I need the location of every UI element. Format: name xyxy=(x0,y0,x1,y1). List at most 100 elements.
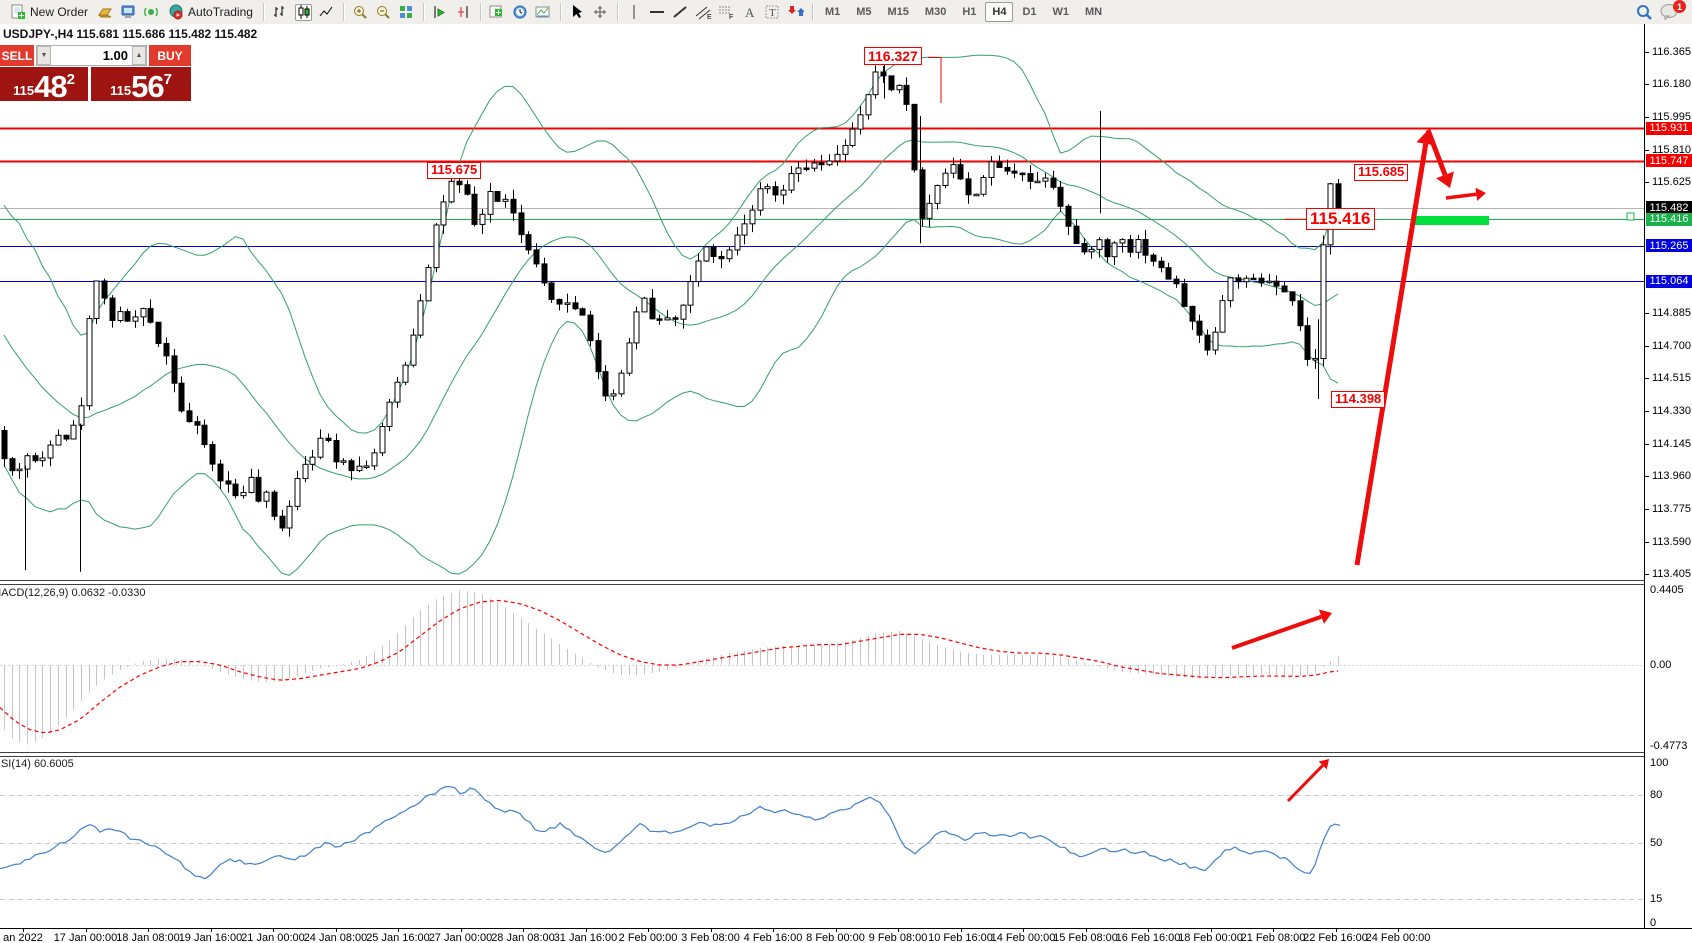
rsi-axis-label: 0 xyxy=(1650,917,1657,929)
price-annotation[interactable]: 115.416 xyxy=(1306,208,1375,230)
time-tick: 2 Feb 00:00 xyxy=(618,932,678,943)
price-tick: 116.365 xyxy=(1652,45,1691,58)
price-tick: 114.885 xyxy=(1652,307,1691,320)
macd-axis-label: 0.4405 xyxy=(1650,583,1684,596)
toolbar: New Order AutoTrading xyxy=(0,0,1692,25)
sell-price-panel[interactable]: 115 48 2 xyxy=(0,67,88,102)
crosshair-icon[interactable] xyxy=(592,4,609,21)
timeframe-MN[interactable]: MN xyxy=(1085,6,1103,18)
signals-icon[interactable] xyxy=(142,4,159,21)
price-tick: 115.625 xyxy=(1652,176,1691,189)
rsi-axis-label: 50 xyxy=(1650,837,1663,849)
line-chart-icon[interactable] xyxy=(318,4,335,21)
timeframe-H4[interactable]: H4 xyxy=(985,2,1014,22)
bar-chart-icon[interactable] xyxy=(272,4,289,21)
fibonacci-icon[interactable]: F xyxy=(718,4,735,21)
rsi-label: RSI(14) 60.6005 xyxy=(0,758,74,770)
price-tick: 115.995 xyxy=(1652,111,1691,124)
rsi-axis-label: 100 xyxy=(1650,757,1669,769)
notification-count: 1 xyxy=(1673,0,1686,13)
buy-button[interactable]: BUY xyxy=(147,45,191,66)
candlestick-chart-icon[interactable] xyxy=(294,3,312,21)
price-annotation[interactable]: 115.685 xyxy=(1354,164,1409,181)
time-axis[interactable]: an 2022 17 Jan 00:00 18 Jan 08:00 19 Jan 16… xyxy=(0,928,1692,943)
buy-price-big: 56 xyxy=(131,68,164,104)
timeframe-M15[interactable]: M15 xyxy=(887,6,909,18)
auto-scroll-icon[interactable] xyxy=(432,4,449,21)
rsi-panel[interactable] xyxy=(0,755,1644,928)
notification-icon[interactable]: 1 xyxy=(1660,0,1686,21)
timeframe-M5[interactable]: M5 xyxy=(856,6,872,18)
volume-input[interactable] xyxy=(51,46,132,65)
macd-panel[interactable] xyxy=(0,584,1644,753)
periods-clock-icon[interactable] xyxy=(512,4,529,21)
price-tick: 114.700 xyxy=(1652,339,1691,352)
time-tick: 24 Feb 00:00 xyxy=(1365,932,1431,943)
price-chart[interactable] xyxy=(0,24,1644,582)
time-tick: an 2022 xyxy=(3,932,43,943)
text-icon[interactable]: A xyxy=(741,4,758,21)
price-axis[interactable]: 116.365 116.180 115.995 115.810 115.625 114.8… xyxy=(1644,24,1692,929)
sell-price-pip: 2 xyxy=(66,71,75,88)
zoom-out-icon[interactable] xyxy=(375,4,392,21)
chart-shift-icon[interactable] xyxy=(455,4,472,21)
text-label-icon[interactable]: T xyxy=(764,4,781,21)
time-tick: 3 Feb 08:00 xyxy=(681,932,740,943)
cursor-icon[interactable] xyxy=(569,4,586,21)
timeframe-D1[interactable]: D1 xyxy=(1022,6,1037,18)
zoom-in-icon[interactable] xyxy=(352,4,369,21)
new-chart-icon[interactable] xyxy=(489,4,506,21)
time-tick: 27 Jan 00:00 xyxy=(428,932,493,943)
tile-windows-icon[interactable] xyxy=(398,4,415,21)
time-tick: 17 Jan 00:00 xyxy=(53,932,118,943)
svg-text:T: T xyxy=(769,7,776,19)
trendline-icon[interactable] xyxy=(672,4,689,21)
autotrading-button[interactable]: AutoTrading xyxy=(162,1,258,23)
panel-separator[interactable] xyxy=(0,580,1692,585)
time-tick: 25 Jan 16:00 xyxy=(366,932,430,943)
price-tick: 113.405 xyxy=(1652,568,1691,581)
price-annotation[interactable]: 114.398 xyxy=(1331,391,1386,408)
timeframe-H1[interactable]: H1 xyxy=(962,6,977,18)
price-badge: 115.416 xyxy=(1646,212,1692,226)
volume-up-button[interactable]: ▲ xyxy=(132,46,146,65)
search-icon[interactable] xyxy=(1635,4,1652,21)
new-order-label: New Order xyxy=(30,5,89,19)
gold-icon[interactable] xyxy=(96,4,113,21)
sell-button[interactable]: SELL xyxy=(0,45,36,66)
time-tick: 21 Feb 08:00 xyxy=(1240,932,1306,943)
price-badge: 115.064 xyxy=(1646,274,1692,288)
autotrading-label: AutoTrading xyxy=(188,5,253,19)
arrows-icon[interactable] xyxy=(787,4,804,21)
price-badge: 115.265 xyxy=(1646,239,1692,253)
timeframe-M1[interactable]: M1 xyxy=(824,6,841,18)
rsi-axis-label: 80 xyxy=(1650,789,1663,801)
timeframe-W1[interactable]: W1 xyxy=(1052,6,1070,18)
price-tick: 116.180 xyxy=(1652,78,1691,91)
price-annotation[interactable]: 116.327 xyxy=(864,47,922,66)
equidistant-channel-icon[interactable]: E xyxy=(695,4,712,21)
svg-text:E: E xyxy=(707,14,712,20)
price-annotation[interactable]: 115.675 xyxy=(427,162,482,179)
buy-price-panel[interactable]: 115 56 7 xyxy=(91,67,191,104)
timeframe-M30[interactable]: M30 xyxy=(924,6,947,18)
volume-box: ▼ ▲ xyxy=(36,45,147,66)
templates-icon[interactable] xyxy=(535,4,552,21)
terminal-icon[interactable] xyxy=(119,4,136,21)
time-tick: 10 Feb 16:00 xyxy=(928,932,993,943)
time-tick: 28 Jan 08:00 xyxy=(491,932,555,943)
new-order-button[interactable]: New Order xyxy=(4,1,93,23)
svg-text:F: F xyxy=(729,14,733,20)
panel-separator[interactable] xyxy=(0,752,1692,757)
svg-text:A: A xyxy=(745,5,755,20)
price-tick: 113.775 xyxy=(1652,503,1691,516)
horizontal-line-icon[interactable] xyxy=(649,4,666,21)
vertical-line-icon[interactable] xyxy=(626,4,643,21)
time-tick: 21 Jan 00:00 xyxy=(241,932,305,943)
price-tick: 114.145 xyxy=(1652,437,1691,450)
buy-price-pip: 7 xyxy=(163,71,172,88)
volume-down-button[interactable]: ▼ xyxy=(37,46,51,65)
time-tick: 24 Jan 08:00 xyxy=(303,932,368,943)
time-tick: 9 Feb 08:00 xyxy=(868,932,928,943)
